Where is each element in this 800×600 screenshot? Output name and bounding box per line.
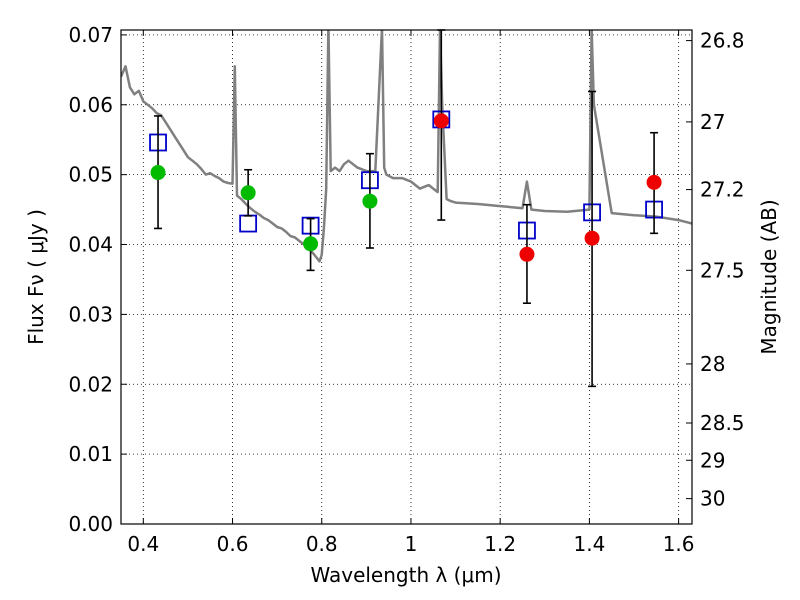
y-tick-label: 0.07 xyxy=(68,23,113,47)
x-tick-label: 1.4 xyxy=(573,532,605,556)
plot-frame xyxy=(120,29,693,525)
x-tick-label: 0.4 xyxy=(127,532,159,556)
markers xyxy=(149,29,663,388)
observed-flux-point xyxy=(433,113,449,129)
x-tick-label: 1 xyxy=(405,532,418,556)
y-axis-title: Flux Fν ( μJy ) xyxy=(24,209,48,345)
plot-area xyxy=(121,30,692,263)
x-tick-label: 1.2 xyxy=(484,532,516,556)
right-tick-label: 28 xyxy=(700,352,725,376)
right-tick-label: 28.5 xyxy=(700,411,745,435)
right-tick-label: 27 xyxy=(700,110,725,134)
x-tick-label: 1.6 xyxy=(663,532,695,556)
y-tick-label: 0.01 xyxy=(68,442,113,466)
right-tick-label: 27.5 xyxy=(700,258,745,282)
ticks: 0.4 0.6 0.8 1 1.2 1.4 1.6 0.00 0.01 0.02 0.03 0.04 0… xyxy=(68,23,744,556)
observed-flux-point xyxy=(584,230,600,246)
y-tick-label: 0.06 xyxy=(68,93,113,117)
y-tick-label: 0.05 xyxy=(68,163,113,187)
x-tick-label: 0.8 xyxy=(306,532,338,556)
observed-flux-point xyxy=(150,165,166,181)
x-axis-title: Wavelength λ (μm) xyxy=(310,563,501,587)
right-tick-label: 29 xyxy=(700,448,725,472)
observed-flux-point xyxy=(646,174,662,190)
observed-flux-point xyxy=(362,193,378,209)
model-square-marker xyxy=(239,214,258,233)
right-tick-label: 26.8 xyxy=(700,29,745,53)
grid xyxy=(121,30,692,525)
observed-flux-point xyxy=(240,185,256,201)
right-tick-label: 30 xyxy=(700,487,725,511)
y-tick-label: 0.02 xyxy=(68,372,113,396)
y-tick-label: 0.00 xyxy=(68,512,113,536)
x-tick-label: 0.6 xyxy=(217,532,249,556)
observed-flux-point xyxy=(303,236,319,252)
y-tick-label: 0.03 xyxy=(68,302,113,326)
right-axis-title: Magnitude (AB) xyxy=(757,199,781,354)
right-tick-label: 27.2 xyxy=(700,178,745,202)
y-tick-label: 0.04 xyxy=(68,233,113,257)
sed-model-curve xyxy=(121,30,692,263)
observed-flux-point xyxy=(519,246,535,262)
